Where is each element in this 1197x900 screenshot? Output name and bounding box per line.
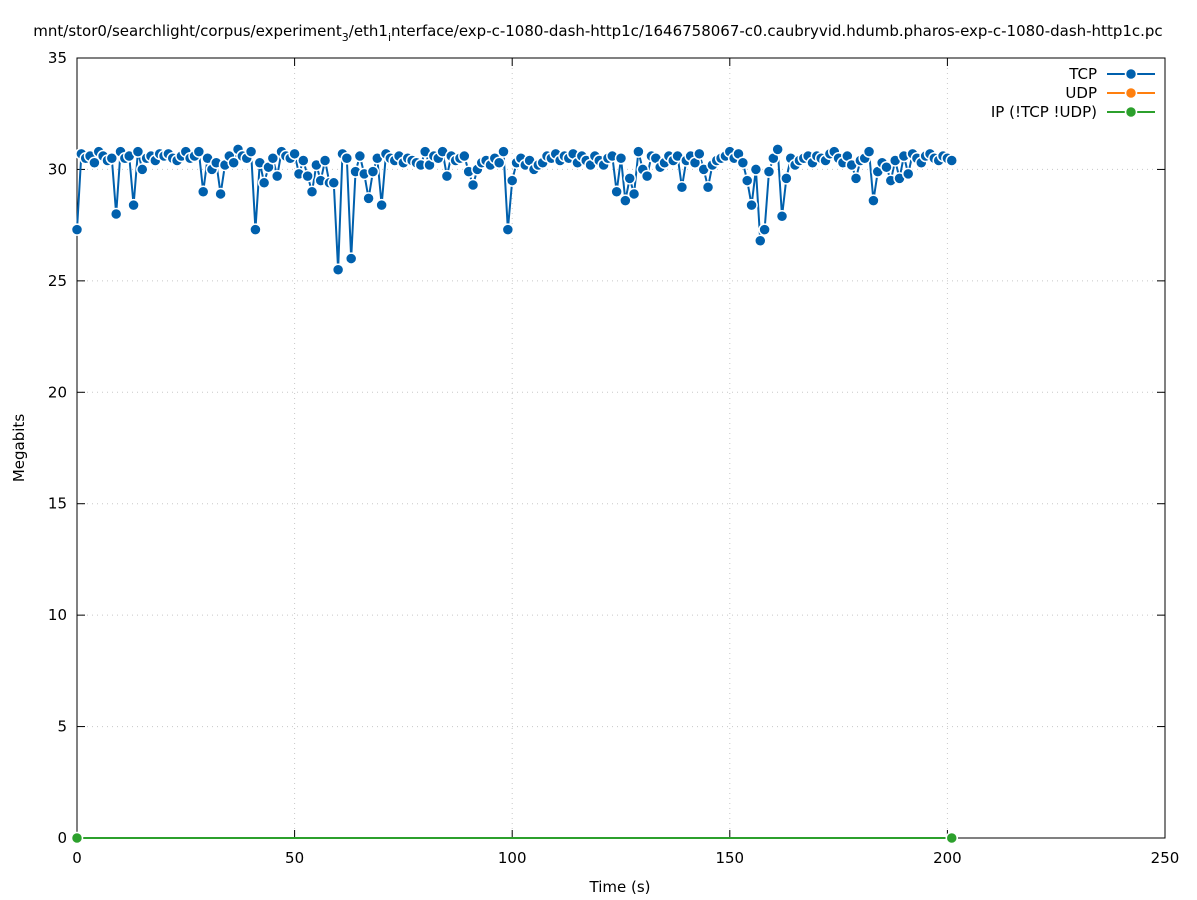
data-point (196, 185, 210, 198)
legend-marker (1124, 86, 1138, 100)
data-point (867, 194, 880, 207)
data-point (227, 156, 240, 169)
data-point (192, 145, 206, 158)
data-point (758, 223, 771, 236)
legend-label: TCP (1068, 65, 1097, 83)
data-point (136, 163, 149, 176)
data-point (109, 207, 123, 221)
data-point (318, 154, 332, 167)
x-tick-label: 150 (715, 849, 744, 867)
data-point (945, 831, 959, 845)
data-point (362, 192, 375, 205)
data-point (754, 234, 767, 247)
title-part: 3 (342, 31, 349, 44)
data-point (305, 185, 319, 198)
data-point (375, 198, 388, 212)
data-point (736, 156, 750, 169)
data-point (70, 831, 84, 845)
title-part: nterface/exp-c-1080-dash-http1c/16467580… (391, 22, 1163, 40)
data-point (88, 156, 101, 169)
legend-marker (1124, 67, 1138, 81)
x-tick-label: 0 (72, 849, 82, 867)
chart-title: mnt/stor0/searchlight/corpus/experiment3… (33, 22, 1162, 44)
data-point (780, 172, 793, 185)
data-point (340, 152, 354, 165)
data-point (632, 145, 645, 158)
data-point (257, 176, 271, 190)
title-part: /eth1 (349, 22, 388, 40)
data-point (745, 198, 758, 212)
data-point (771, 143, 784, 156)
y-tick-label: 30 (48, 160, 67, 178)
data-point (70, 223, 84, 236)
data-point (640, 169, 654, 183)
data-point (749, 163, 763, 176)
title-part: mnt/stor0/searchlight/corpus/experiment (33, 22, 342, 40)
data-point (458, 149, 471, 163)
data-point (505, 174, 519, 187)
data-point (440, 169, 454, 183)
data-point (862, 145, 876, 158)
data-point (466, 178, 480, 192)
data-point (270, 169, 284, 183)
data-point (762, 165, 776, 178)
data-point (297, 154, 310, 167)
title-part: i (388, 31, 391, 44)
data-point (288, 147, 301, 161)
data-point (880, 160, 893, 174)
data-point (353, 149, 367, 163)
y-tick-label: 20 (48, 383, 67, 401)
data-point (266, 152, 280, 165)
x-axis-label: Time (s) (589, 878, 651, 896)
data-point (614, 152, 628, 165)
legend-label: IP (!TCP !UDP) (991, 103, 1097, 121)
data-point (131, 145, 145, 158)
data-point (331, 263, 345, 276)
y-tick-label: 25 (48, 272, 67, 290)
data-point (675, 181, 689, 194)
y-axis-label: Megabits (10, 414, 28, 482)
data-point (344, 252, 358, 265)
data-point (775, 209, 789, 223)
data-point (366, 165, 380, 178)
data-point (244, 145, 258, 158)
x-tick-label: 100 (498, 849, 527, 867)
data-point (693, 147, 706, 161)
data-point (127, 198, 140, 212)
data-point (501, 223, 515, 236)
data-point (105, 152, 119, 165)
plot-border (76, 57, 1166, 839)
data-point (849, 172, 863, 185)
x-tick-label: 250 (1151, 849, 1180, 867)
data-point (610, 185, 623, 198)
legend-marker (1124, 105, 1138, 119)
x-tick-label: 200 (933, 849, 962, 867)
data-point (740, 174, 754, 187)
data-point (214, 187, 227, 201)
data-point (901, 167, 915, 181)
legend-label: UDP (1065, 84, 1097, 102)
y-tick-label: 5 (57, 718, 67, 736)
y-tick-label: 10 (48, 606, 67, 624)
data-point (619, 194, 632, 207)
data-point (945, 154, 959, 167)
y-tick-label: 0 (57, 829, 67, 847)
y-tick-label: 15 (48, 495, 67, 513)
x-tick-label: 50 (285, 849, 304, 867)
data-point (492, 156, 506, 169)
y-tick-label: 35 (48, 49, 67, 67)
data-point (327, 176, 341, 190)
data-point (627, 187, 641, 201)
data-point (301, 169, 314, 183)
data-point (701, 181, 715, 194)
data-point (497, 145, 510, 158)
data-point (623, 172, 636, 185)
data-point (249, 223, 262, 236)
